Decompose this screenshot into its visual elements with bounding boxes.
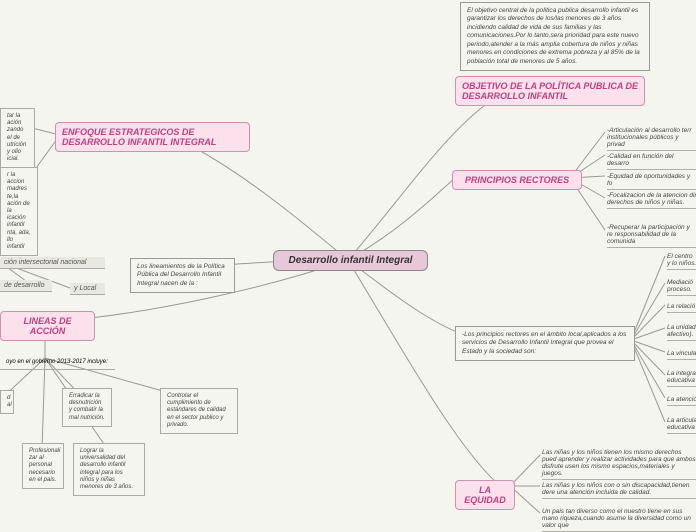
lineas-box: Controlar el cumplimiento de estándares … — [160, 388, 238, 434]
principio-item: -Equidad de oportunidades y fo — [607, 171, 696, 190]
objective-title: OBJETIVO DE LA POLÍTICA PUBLICA DE DESAR… — [455, 76, 645, 106]
principio-item: -Calidad en función del desarro — [607, 151, 696, 170]
equidad-item: Un pais tan diverso como el nuestro tien… — [542, 506, 696, 532]
pl-item: Mediació proceso. — [667, 277, 696, 296]
center-node: Desarrollo infantil Integral — [273, 250, 428, 271]
pl-item: El centro y lo niños. — [667, 251, 696, 270]
enfoque-left-top: tar la ación zando el de utrición y olio… — [0, 108, 35, 168]
enfoque-title: ENFOQUE ESTRATEGICOS DE DESARROLLO INFAN… — [55, 122, 250, 152]
lineas-box: d al — [0, 390, 14, 414]
principios-locales-box: -Los principios rectores en el ámbito lo… — [455, 326, 635, 361]
principios-title: PRINCIPIOS RECTORES — [452, 170, 582, 190]
principio-item: -Articulación al desarrollo terr institu… — [607, 125, 696, 151]
coordinacion-label: ción intersectorial nacional — [0, 257, 105, 269]
lineas-title: LINEAS DE ACCIÓN — [0, 311, 95, 341]
pl-item: La unidad afectivo). — [667, 322, 696, 341]
pl-item: La relació — [667, 301, 696, 313]
principio-item: -Recuperar la participación y re respons… — [607, 222, 696, 248]
equidad-item: Las niñas y los niños con o sin discapac… — [542, 480, 696, 499]
pl-item: La atenció — [667, 394, 696, 406]
lineamientos-box: Los lineamientos de la Política Pública … — [130, 258, 235, 293]
lineas-box: Erradicar la desnutrición y combatir la … — [62, 388, 112, 427]
pl-item: La integra educativa — [667, 368, 696, 387]
pl-item: La vincula — [667, 348, 696, 360]
enfoque-left-bottom: r la accion madres te,la ación de la ica… — [0, 167, 38, 256]
lineas-box: Profesionali zar al personal necesario e… — [22, 443, 64, 489]
principio-item: -Focalizacion de la atencion dir derecho… — [607, 190, 696, 209]
coordinacion-sub2: y Local — [70, 283, 105, 295]
coordinacion-sub1: de desarrollo — [0, 280, 52, 292]
equidad-item: Las niñas y los niños tienen los mismo d… — [542, 447, 696, 480]
objective-text: El objetivo central de la politica publi… — [460, 2, 650, 71]
lineas-box: Lograr la universalidad del desarrollo i… — [73, 443, 145, 496]
equidad-title: LA EQUIDAD — [455, 480, 515, 510]
pl-item: La articula educativa — [667, 415, 696, 434]
lineas-note: oyo en el gobierno 2013-2017 incluye: — [0, 355, 115, 370]
